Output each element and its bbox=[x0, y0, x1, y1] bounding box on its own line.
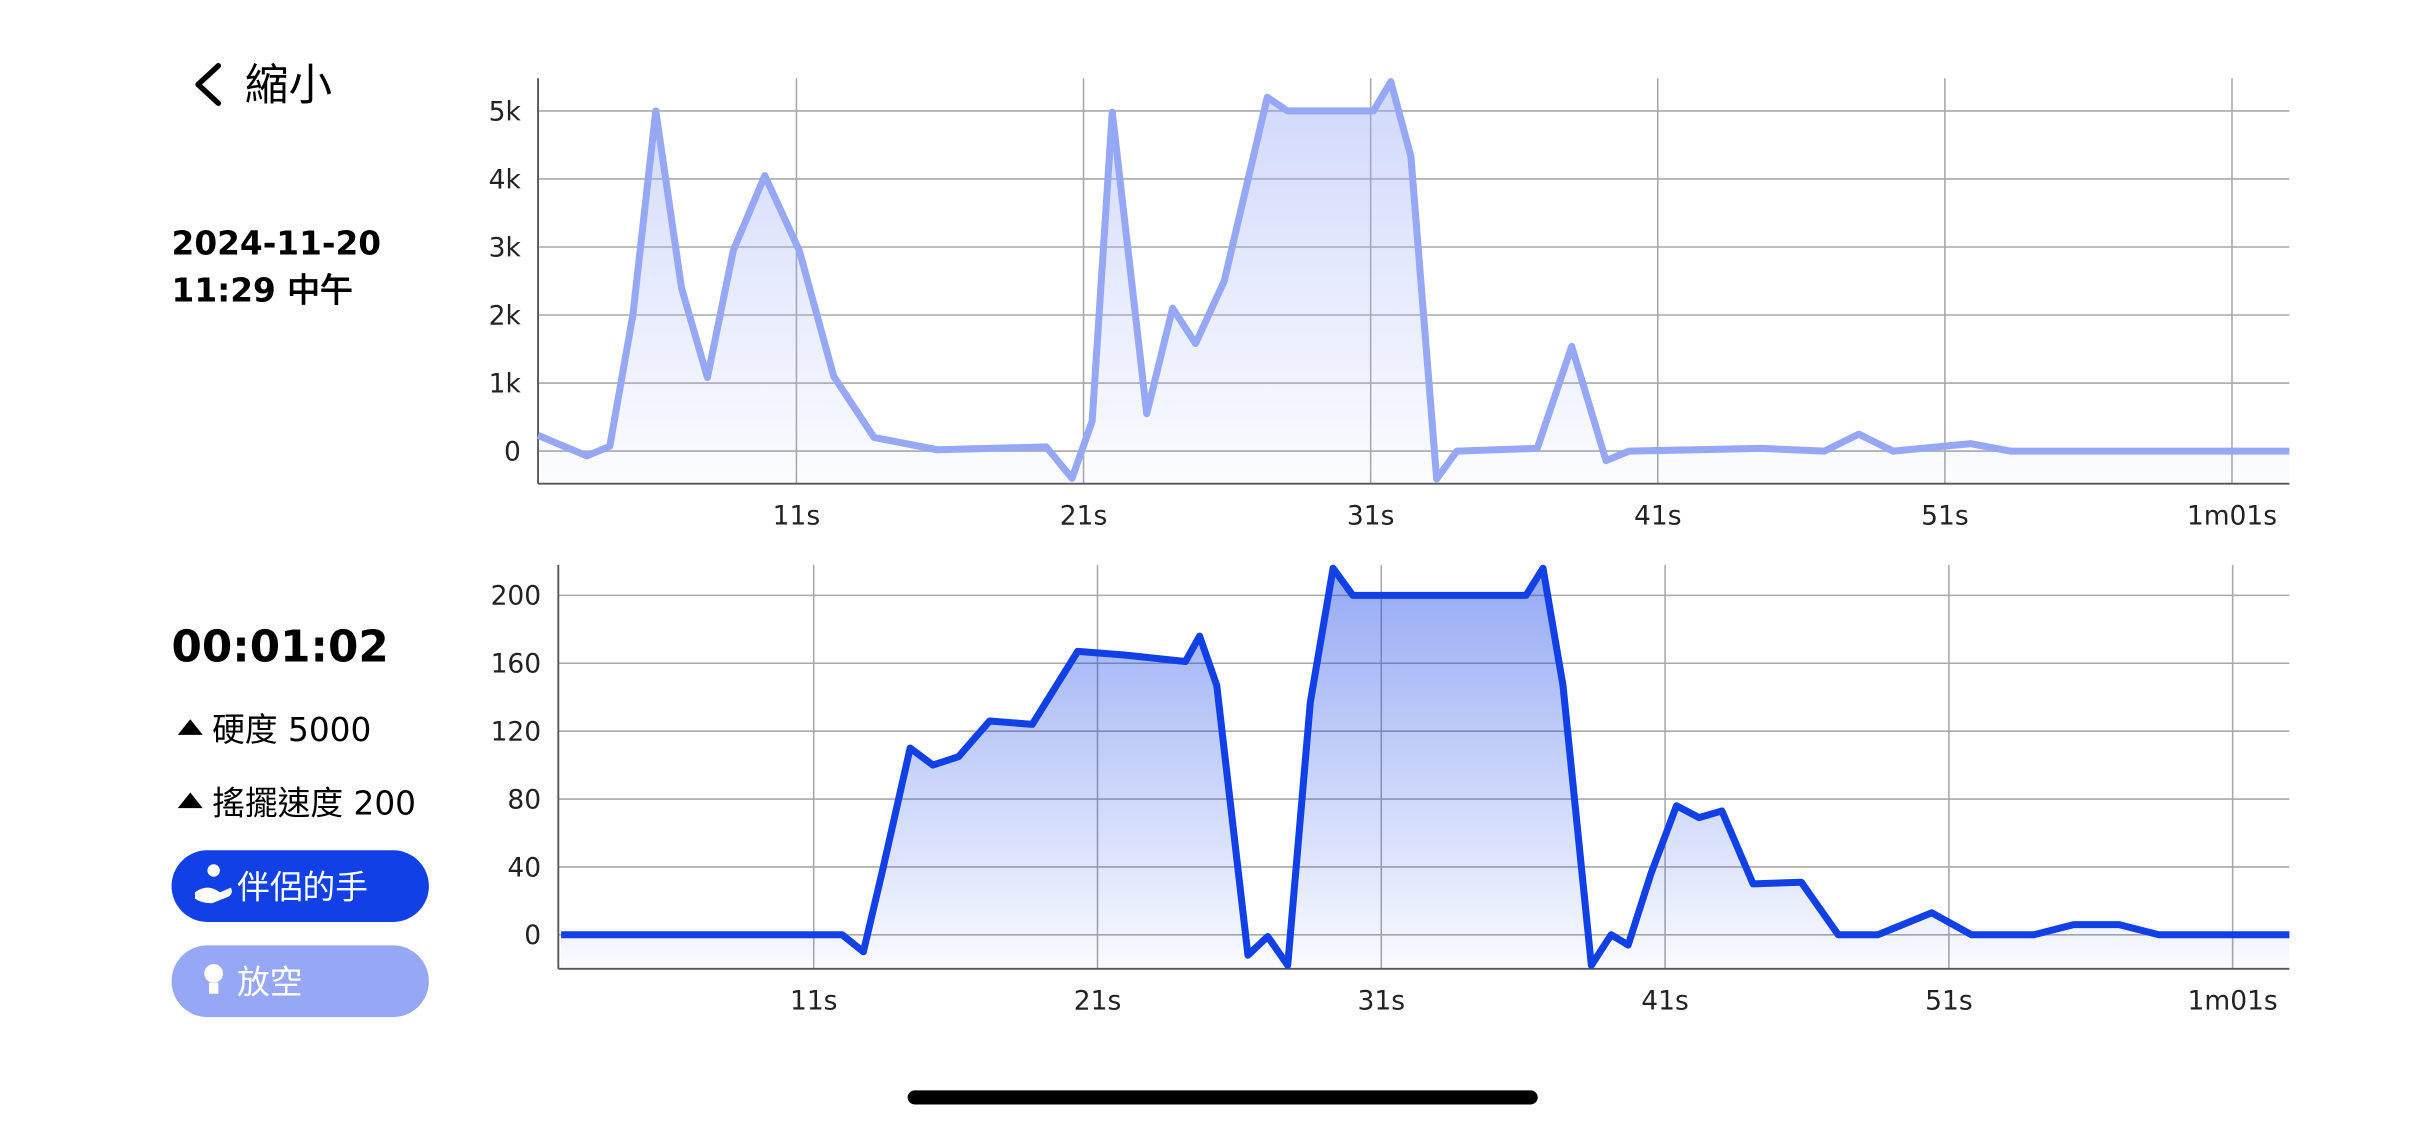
y-tick-label: 160 bbox=[491, 649, 542, 680]
y-tick-label: 1k bbox=[489, 368, 522, 399]
y-tick-label: 0 bbox=[524, 920, 541, 951]
button-icon bbox=[207, 864, 220, 877]
stat-icon bbox=[177, 792, 203, 809]
button-bg bbox=[171, 850, 429, 922]
partner-hand-button[interactable]: 伴侶的手 bbox=[171, 850, 429, 922]
y-tick-label: 200 bbox=[491, 581, 542, 612]
y-tick-label: 2k bbox=[489, 300, 522, 331]
back-label: 縮小 bbox=[245, 60, 332, 111]
x-tick-label: 11s bbox=[773, 500, 821, 531]
y-tick-label: 40 bbox=[507, 852, 541, 883]
button-bg bbox=[171, 945, 429, 1018]
area bbox=[538, 81, 2290, 484]
x-tick-label: 41s bbox=[1634, 500, 1682, 531]
x-tick-label: 31s bbox=[1347, 500, 1395, 531]
y-tick-label: 0 bbox=[504, 436, 521, 467]
x-tick-label: 31s bbox=[1358, 985, 1406, 1016]
home-indicator bbox=[907, 1090, 1538, 1105]
button-icon bbox=[204, 964, 224, 983]
y-tick-label: 3k bbox=[489, 232, 522, 263]
time: 11:29 中午 bbox=[172, 271, 353, 309]
stat: 搖擺速度 200 bbox=[212, 784, 416, 822]
x-tick-label: 51s bbox=[1921, 500, 1969, 531]
y-tick-label: 80 bbox=[507, 784, 541, 815]
button-label: 伴侶的手 bbox=[237, 869, 368, 907]
duration: 00:01:02 bbox=[172, 622, 389, 673]
button-label: 放空 bbox=[237, 964, 302, 1002]
area bbox=[561, 568, 2290, 969]
line bbox=[561, 564, 2290, 969]
line bbox=[536, 78, 2290, 483]
relax-button[interactable]: 放空 bbox=[171, 945, 429, 1018]
y-tick-label: 4k bbox=[489, 164, 522, 195]
stat-icon bbox=[177, 719, 203, 735]
y-tick-label: 120 bbox=[491, 717, 542, 748]
y-tick-label: 5k bbox=[489, 96, 522, 127]
x-tick-label: 1m01s bbox=[2187, 500, 2277, 531]
button-icon bbox=[194, 887, 232, 904]
back-button[interactable]: 縮小 bbox=[195, 60, 332, 111]
x-tick-label: 21s bbox=[1060, 500, 1108, 531]
x-tick-label: 1m01s bbox=[2188, 985, 2278, 1016]
x-tick-label: 21s bbox=[1074, 985, 1122, 1016]
back-icon bbox=[195, 63, 222, 106]
x-tick-label: 51s bbox=[1925, 985, 1973, 1016]
x-tick-label: 41s bbox=[1641, 985, 1689, 1016]
x-tick-label: 11s bbox=[790, 985, 838, 1016]
button-icon bbox=[208, 982, 219, 994]
date: 2024-11-20 bbox=[172, 224, 381, 262]
stat: 硬度 5000 bbox=[212, 711, 371, 749]
